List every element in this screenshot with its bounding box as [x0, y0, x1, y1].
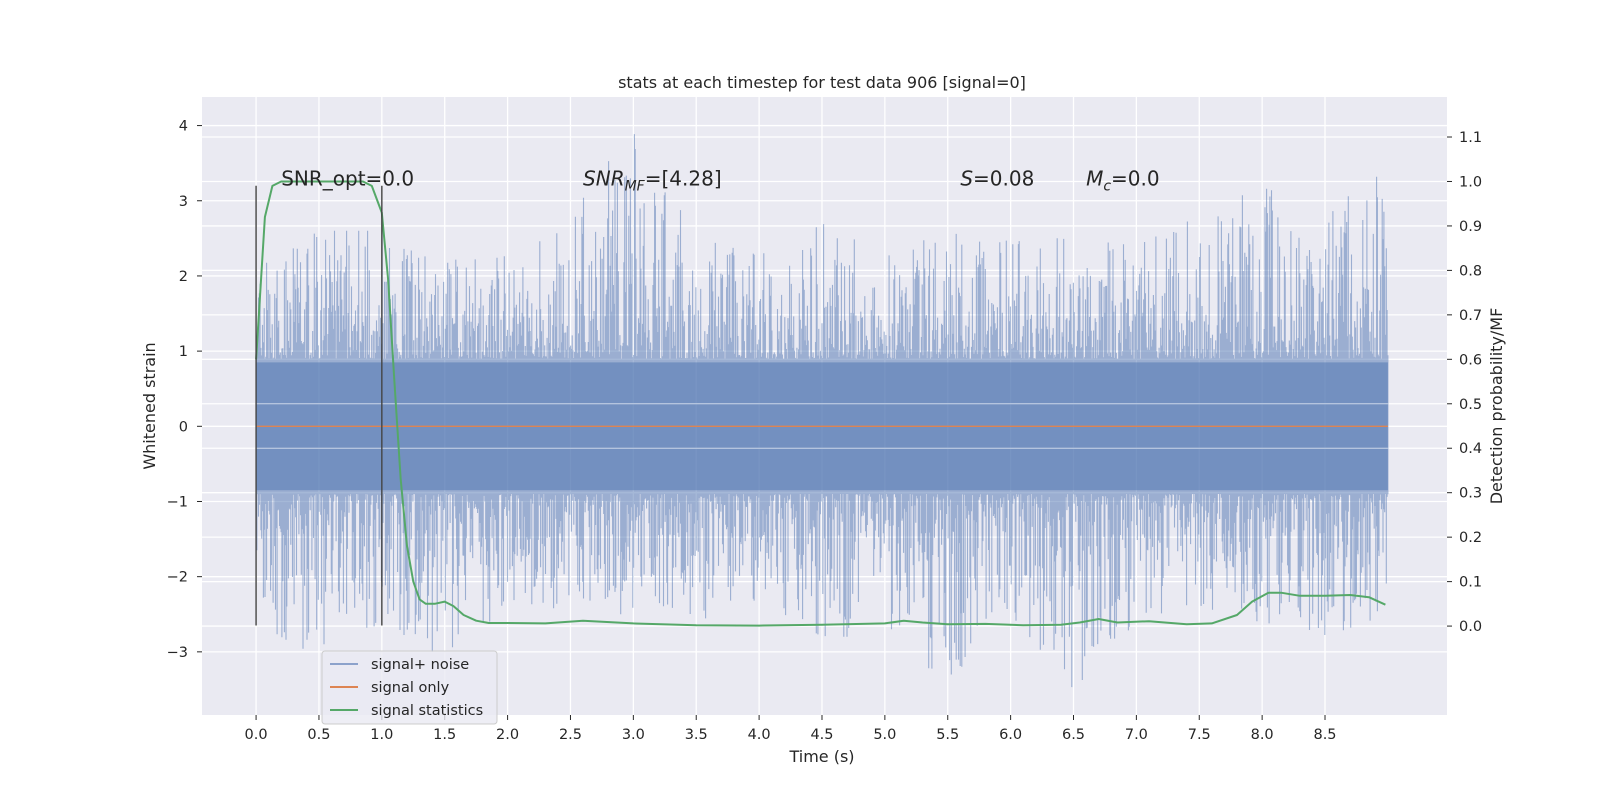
- y2-tick-label: 0.7: [1459, 308, 1482, 324]
- series-area: [255, 134, 1389, 688]
- y-tick-label: −3: [167, 645, 188, 661]
- x-tick-label: 4.5: [810, 727, 833, 743]
- annotation-snr-mf-sub: MF: [625, 179, 646, 195]
- legend-label-signal-noise: signal+ noise: [371, 657, 469, 673]
- y-tick-label: 2: [179, 269, 188, 285]
- annotation-s-stat: S=0.08: [960, 167, 1034, 191]
- x-tick-label: 3.5: [685, 727, 708, 743]
- y-tick-label: 4: [179, 119, 188, 135]
- annotation-s-stat-main: S: [960, 167, 973, 191]
- y2-tick-label: 0.1: [1459, 575, 1482, 591]
- y2-tick-label: 0.9: [1459, 219, 1482, 235]
- x-axis-label: Time (s): [788, 747, 854, 766]
- annotation-mc-rest: =0.0: [1111, 167, 1160, 191]
- legend: signal+ noise signal only signal statist…: [321, 650, 498, 725]
- legend-label-signal-only: signal only: [371, 680, 450, 696]
- x-tick-label: 1.5: [433, 727, 456, 743]
- annotation-mc: Mc=0.0: [1086, 167, 1160, 195]
- x-tick-label: 5.0: [873, 727, 896, 743]
- y2-tick-label: 0.0: [1459, 619, 1482, 635]
- x-tick-label: 1.0: [370, 727, 393, 743]
- x-tick-label: 0.0: [245, 727, 268, 743]
- annotation-s-stat-rest: =0.08: [973, 167, 1034, 191]
- y2-tick-label: 0.6: [1459, 352, 1482, 368]
- x-tick-label: 2.0: [496, 727, 519, 743]
- x-tick-label: 4.0: [748, 727, 771, 743]
- y-tick-label: 0: [179, 419, 188, 435]
- x-tick-label: 8.5: [1313, 727, 1336, 743]
- annotation-snr-opt: SNR_opt=0.0: [281, 167, 414, 191]
- x-tick-label: 7.0: [1125, 727, 1148, 743]
- x-tick-label: 2.5: [559, 727, 582, 743]
- y2-tick-label: 1.0: [1459, 174, 1482, 190]
- y2-tick-label: 0.2: [1459, 530, 1482, 546]
- y2-tick-label: 0.3: [1459, 486, 1482, 502]
- y-axis-label: Whitened strain: [140, 342, 159, 469]
- y-tick-label: −2: [167, 570, 188, 586]
- y-tick-label: 3: [179, 194, 188, 210]
- x-tick-label: 7.5: [1188, 727, 1211, 743]
- x-tick-label: 8.0: [1251, 727, 1274, 743]
- tick-labels: 0.0 0.5 1.0 1.5 2.0 2.5 3.0 3.5 4.0 4.5 5.0 5.5 6.0 6…: [167, 119, 1482, 743]
- y-tick-label: 1: [179, 344, 188, 360]
- y2-tick-label: 0.4: [1459, 441, 1482, 457]
- annotation-mc-main: M: [1086, 167, 1103, 191]
- legend-frame: [321, 650, 498, 725]
- x-tick-label: 5.5: [936, 727, 959, 743]
- annotations: SNR_opt=0.0 SNRMF=[4.28] S=0.08 Mc=0.0: [281, 167, 1159, 195]
- x-tick-label: 6.5: [1062, 727, 1085, 743]
- annotation-snr-mf: SNRMF=[4.28]: [583, 167, 722, 195]
- y2-tick-label: 1.1: [1459, 130, 1482, 146]
- y2-axis-label: Detection probability/MF: [1487, 308, 1506, 505]
- vertical-markers: [255, 185, 383, 626]
- x-tick-label: 6.0: [999, 727, 1022, 743]
- chart-title: stats at each timestep for test data 906…: [618, 73, 1026, 92]
- y-tick-label: −1: [167, 494, 188, 510]
- y2-tick-label: 0.8: [1459, 263, 1482, 279]
- x-tick-label: 0.5: [307, 727, 330, 743]
- y2-tick-label: 0.5: [1459, 397, 1482, 413]
- x-tick-label: 3.0: [622, 727, 645, 743]
- annotation-snr-mf-main: SNR: [583, 167, 625, 191]
- annotation-snr-mf-rest: =[4.28]: [645, 167, 722, 191]
- legend-label-signal-statistics: signal statistics: [371, 703, 483, 719]
- series-signal-statistics: [255, 180, 1386, 627]
- annotation-mc-sub: c: [1103, 179, 1111, 195]
